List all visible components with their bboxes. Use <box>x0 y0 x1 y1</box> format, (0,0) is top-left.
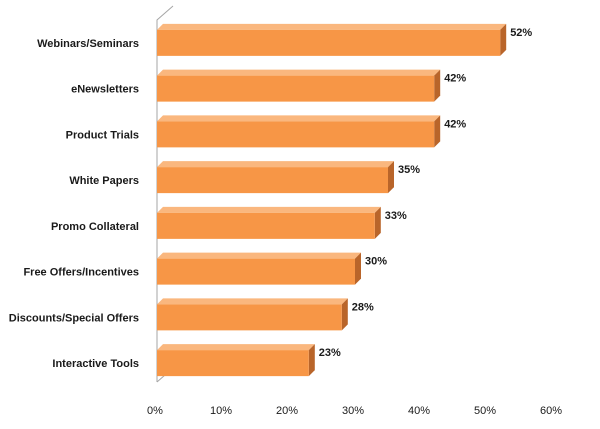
bar-7 <box>157 344 315 377</box>
bar-top-face <box>157 298 348 305</box>
bars-group <box>157 23 507 377</box>
category-label: Discounts/Special Offers <box>9 312 139 324</box>
value-label: 30% <box>365 256 387 268</box>
bar-front-face <box>157 121 435 148</box>
bar-0 <box>157 23 507 56</box>
value-label: 42% <box>444 118 466 130</box>
category-label: eNewsletters <box>71 84 139 96</box>
bar-5 <box>157 252 361 285</box>
bar-front-face <box>157 75 435 102</box>
category-label: Promo Collateral <box>51 221 139 233</box>
bar-front-face <box>157 258 355 285</box>
x-tick-label: 20% <box>276 405 298 417</box>
bar-1 <box>157 69 441 102</box>
value-label: 52% <box>510 27 532 39</box>
bar-side-face <box>500 23 507 56</box>
category-labels: Webinars/Seminars eNewsletters Product Tri… <box>9 38 139 370</box>
bar-front-face <box>157 29 501 56</box>
category-label: White Papers <box>69 175 139 187</box>
bar-top-face <box>157 206 381 213</box>
value-label: 35% <box>398 164 420 176</box>
bar-side-face <box>434 69 441 102</box>
x-tick-label: 60% <box>540 405 562 417</box>
value-labels: 52% 42% 42% 35% 33% 30% 28% 23% <box>319 27 533 359</box>
x-tick-label: 30% <box>342 405 364 417</box>
bar-top-face <box>157 252 361 259</box>
bar-top-face <box>157 23 507 30</box>
category-label: Free Offers/Incentives <box>23 267 139 279</box>
bar-front-face <box>157 304 342 331</box>
category-label: Webinars/Seminars <box>37 38 139 50</box>
bar-front-face <box>157 167 388 194</box>
value-label: 42% <box>444 73 466 85</box>
x-axis-ticks: 0% 10% 20% 30% 40% 50% 60% <box>147 405 562 417</box>
bar-side-face <box>308 344 315 377</box>
value-label: 23% <box>319 347 341 359</box>
bar-front-face <box>157 350 309 377</box>
bar-top-face <box>157 115 441 122</box>
category-label: Interactive Tools <box>52 358 139 370</box>
x-tick-label: 10% <box>210 405 232 417</box>
value-label: 28% <box>352 301 374 313</box>
bar-top-face <box>157 161 394 168</box>
x-tick-label: 0% <box>147 405 163 417</box>
bar-6 <box>157 298 348 331</box>
bar-side-face <box>388 161 394 194</box>
bar-4 <box>157 206 381 239</box>
value-label: 33% <box>385 210 407 222</box>
category-label: Product Trials <box>66 129 139 141</box>
bar-side-face <box>341 298 348 331</box>
bar-side-face <box>434 115 441 148</box>
bar-top-face <box>157 344 315 351</box>
bar-side-face <box>355 252 361 285</box>
bar-3 <box>157 161 394 194</box>
x-tick-label: 50% <box>474 405 496 417</box>
x-tick-label: 40% <box>408 405 430 417</box>
bar-side-face <box>374 206 381 239</box>
bar-front-face <box>157 212 375 239</box>
bar-2 <box>157 115 441 148</box>
bar-top-face <box>157 69 441 76</box>
